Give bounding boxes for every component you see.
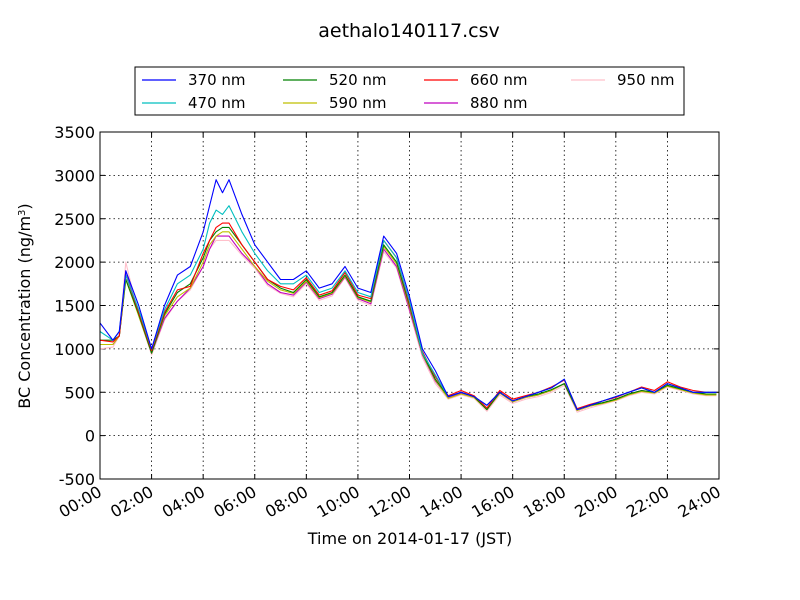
legend-label: 520 nm	[329, 71, 387, 89]
y-tick-label: 3500	[54, 123, 95, 142]
y-tick-label: 2500	[54, 210, 95, 229]
y-tick-label: 500	[64, 383, 95, 402]
y-tick-label: 1000	[54, 340, 95, 359]
series-line-590-nm	[100, 231, 717, 412]
legend-label: 590 nm	[329, 94, 387, 112]
y-tick-label: 1500	[54, 297, 95, 316]
legend-label: 880 nm	[470, 94, 528, 112]
legend-label: 660 nm	[470, 71, 528, 89]
y-tick-label: 3000	[54, 166, 95, 185]
chart-title: aethalo140117.csv	[318, 20, 500, 42]
y-axis-title-end: )	[15, 203, 34, 209]
legend-label: 950 nm	[617, 71, 675, 89]
legend: 370 nm 470 nm 520 nm 590 nm 660 nm 880 nm 950 …	[134, 66, 685, 116]
y-tick-label: 2000	[54, 253, 95, 272]
plot-frame	[99, 131, 720, 480]
x-axis-title: Time on 2014-01-17 (JST)	[307, 529, 512, 548]
y-axis-title-main: BC Concentration (ng/m	[15, 216, 34, 409]
legend-label: 470 nm	[188, 94, 246, 112]
y-axis-title-superscript: 3	[17, 210, 28, 216]
legend-box	[134, 66, 685, 116]
series-layer	[99, 179, 717, 413]
y-tick-label: -500	[59, 470, 95, 489]
y-axis-title: BC Concentration (ng/m3)	[15, 203, 34, 408]
y-tick-labels: -500 0 500 1000 1500 2000 2500 3000 3500	[54, 123, 95, 489]
grid	[100, 132, 719, 479]
legend-label: 370 nm	[188, 71, 246, 89]
y-tick-label: 0	[85, 427, 95, 446]
series-line-370-nm	[99, 179, 717, 411]
